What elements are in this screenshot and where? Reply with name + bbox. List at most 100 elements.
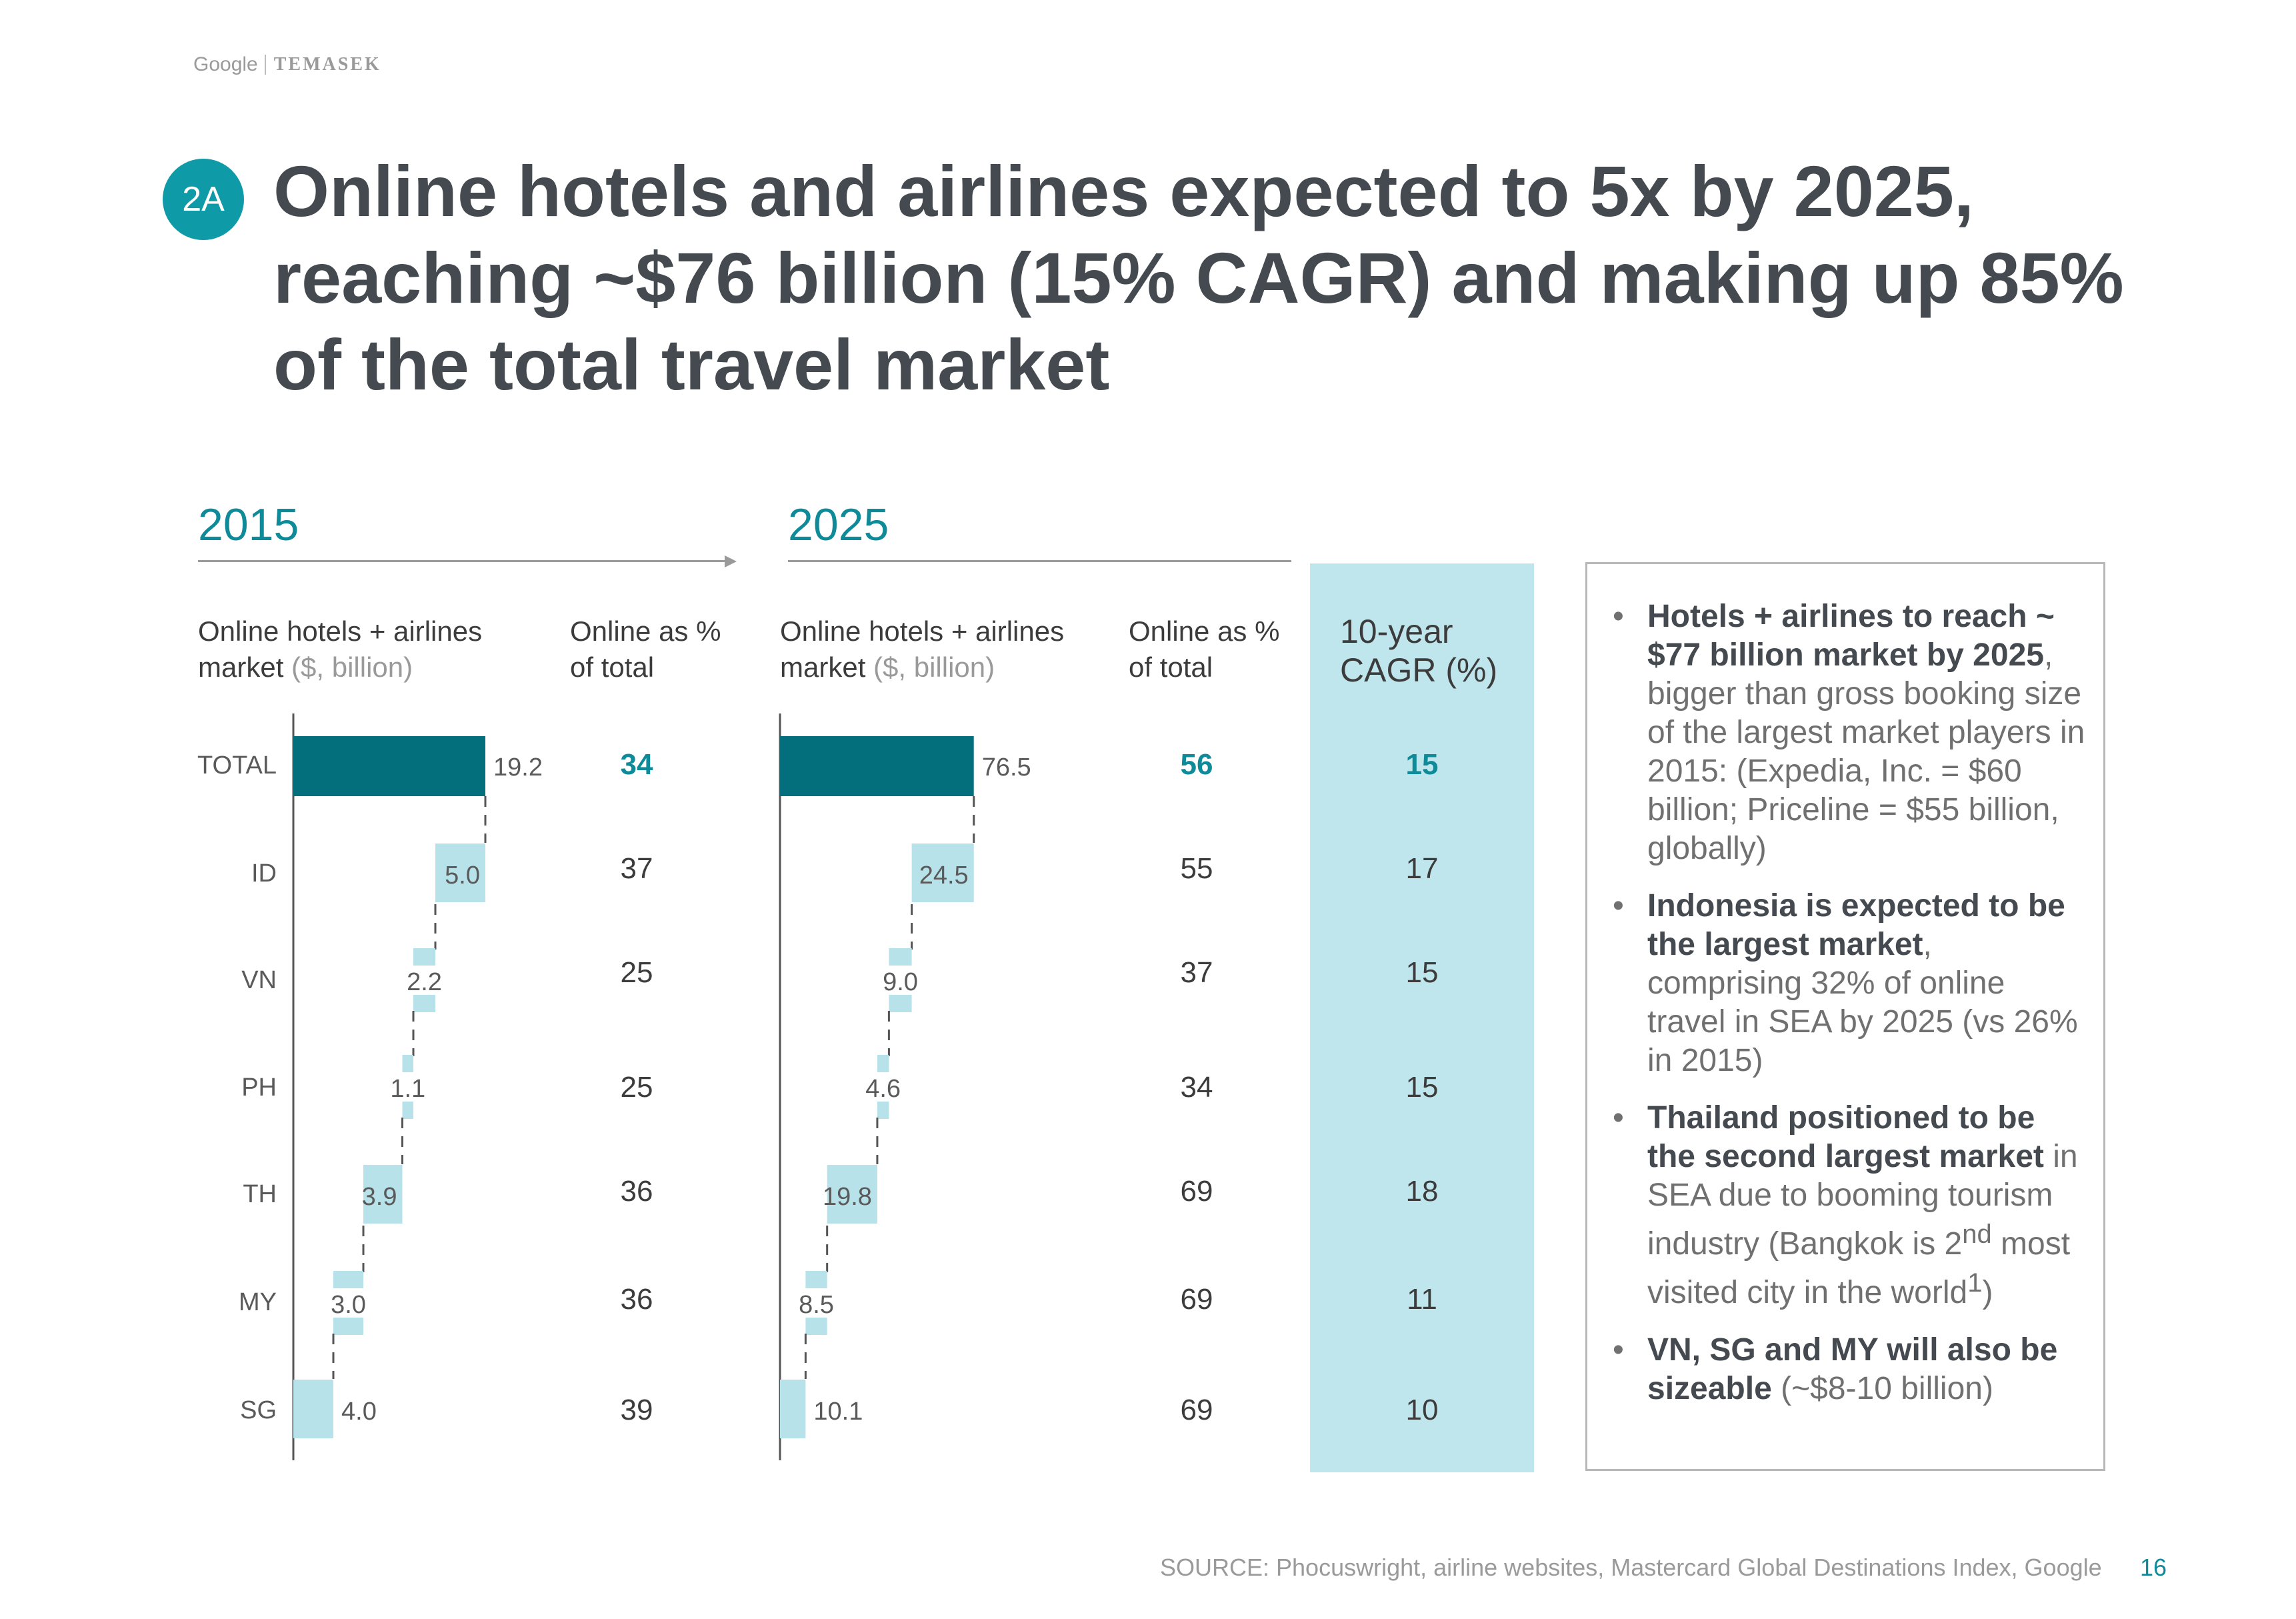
header-market-2015-word: market <box>198 651 292 683</box>
waterfall-bar-vn-upper <box>889 948 912 966</box>
takeaway-item: • VN, SG and MY will also be sizeable (~$… <box>1607 1331 2090 1408</box>
key-takeaways-box: • Hotels + airlines to reach ~ $77 billio… <box>1585 562 2105 1471</box>
header-cagr-line1: 10-year <box>1340 613 1453 650</box>
source-note: SOURCE: Phocuswright, airline websites, … <box>1160 1554 2102 1581</box>
data-label-my: 8.5 <box>799 1291 834 1319</box>
waterfall-bar-id <box>911 844 974 902</box>
cagr-sg: 10 <box>1405 1394 1439 1426</box>
bullet-icon: • <box>1613 1100 1624 1136</box>
data-label-th: 3.9 <box>362 1183 397 1211</box>
header-online-2015-line2: of total <box>570 651 655 683</box>
online-pct-2025-total: 56 <box>1180 748 1213 781</box>
waterfall-chart-2015: 19.2 5.0 2.2 1.1 3.9 3.0 4.0 <box>292 713 543 1460</box>
cagr-th: 18 <box>1405 1175 1439 1208</box>
waterfall-bar-vn-lower <box>889 995 912 1012</box>
waterfall-bar-vn-upper <box>413 948 435 966</box>
row-label-my: MY <box>239 1288 277 1316</box>
row-label-id: ID <box>251 860 277 888</box>
logo-google: Google <box>193 53 258 75</box>
header-market-2025-unit: ($, billion) <box>873 651 995 683</box>
data-label-sg: 10.1 <box>813 1398 863 1426</box>
header-cagr: 10-year CAGR (%) <box>1340 612 1497 689</box>
header-market-2015-line1: Online hotels + airlines <box>198 615 483 647</box>
page-title: Online hotels and airlines expected to 5… <box>273 148 2207 408</box>
data-label-id: 24.5 <box>919 862 969 890</box>
year-2015-heading: 2015 <box>198 499 299 550</box>
online-pct-2015-id: 37 <box>620 852 653 885</box>
cagr-id: 17 <box>1405 852 1439 885</box>
year-2025-rule <box>788 560 1291 562</box>
online-pct-2025-ph: 34 <box>1180 1071 1213 1104</box>
row-label-vn: VN <box>241 966 277 994</box>
waterfall-bar-ph-lower <box>402 1102 413 1119</box>
takeaway-bold: Hotels + airlines to reach ~ $77 billion… <box>1647 599 2055 673</box>
header-market-2015-line2: market ($, billion) <box>198 649 482 685</box>
data-label-my: 3.0 <box>331 1291 366 1319</box>
page-number: 16 <box>2140 1554 2167 1581</box>
title-line-2: reaching ~$76 billion (15% CAGR) and mak… <box>273 237 2124 318</box>
title-line-3: of the total travel market <box>273 324 1110 405</box>
waterfall-bar-my-upper <box>805 1271 827 1288</box>
header-market-2015: Online hotels + airlines market ($, bill… <box>198 613 482 685</box>
year-2015-rule <box>198 560 731 562</box>
header-market-2025-line2: market ($, billion) <box>780 649 1064 685</box>
logo-divider <box>264 55 266 75</box>
takeaway-bold: Indonesia is expected to be the largest … <box>1647 888 2065 962</box>
takeaway-item: • Thailand positioned to be the second la… <box>1607 1099 2090 1312</box>
header-online-2025-line1: Online as % <box>1129 615 1280 647</box>
waterfall-bar-total <box>780 736 974 796</box>
waterfall-bar-id <box>435 844 485 902</box>
header-online-2015-line1: Online as % <box>570 615 721 647</box>
data-label-total: 19.2 <box>493 753 543 781</box>
cagr-total: 15 <box>1405 748 1439 781</box>
waterfall-chart-2025: 76.5 24.5 9.0 4.6 19.8 8.5 10.1 <box>779 713 1031 1460</box>
data-label-vn: 9.0 <box>883 968 918 996</box>
data-label-ph: 4.6 <box>865 1075 901 1103</box>
data-label-sg: 4.0 <box>341 1398 377 1426</box>
online-pct-2025-th: 69 <box>1180 1175 1213 1208</box>
takeaway-item: • Hotels + airlines to reach ~ $77 billio… <box>1607 597 2090 868</box>
header-market-2015-unit: ($, billion) <box>291 651 413 683</box>
waterfall-bar-my-lower <box>805 1318 827 1335</box>
online-pct-2015-ph: 25 <box>620 1071 653 1104</box>
takeaway-text: , comprising 32% of online travel in SEA… <box>1647 927 2078 1078</box>
cagr-ph: 15 <box>1405 1071 1439 1104</box>
waterfall-bar-my-lower <box>333 1318 363 1335</box>
data-label-th: 19.8 <box>823 1183 872 1211</box>
logo-temasek: TEMASEK <box>273 54 381 75</box>
takeaway-text: ) <box>1982 1275 1993 1310</box>
online-pct-2015-my: 36 <box>620 1283 653 1316</box>
header-market-2025-word: market <box>780 651 874 683</box>
takeaway-text: most visited city in the world <box>1647 1226 2071 1310</box>
row-label-ph: PH <box>241 1074 277 1102</box>
online-pct-2025-sg: 69 <box>1180 1394 1213 1426</box>
online-pct-2015-vn: 25 <box>620 956 653 989</box>
online-pct-2025-vn: 37 <box>1180 956 1213 989</box>
section-badge: 2A <box>163 159 244 240</box>
takeaway-bold: VN, SG and MY will also be sizeable <box>1647 1332 2058 1406</box>
waterfall-bar-vn-lower <box>413 995 435 1012</box>
bullet-icon: • <box>1613 888 1624 924</box>
waterfall-bar-sg <box>780 1380 806 1438</box>
cagr-band <box>1310 563 1534 1472</box>
data-label-total: 76.5 <box>982 753 1031 781</box>
waterfall-bar-my-upper <box>333 1271 363 1288</box>
online-pct-2025-id: 55 <box>1180 852 1213 885</box>
waterfall-bar-ph-lower <box>877 1102 889 1119</box>
header-market-2025-line1: Online hotels + airlines <box>780 615 1065 647</box>
row-label-sg: SG <box>240 1396 277 1424</box>
waterfall-bar-ph-upper <box>402 1055 413 1072</box>
data-label-id: 5.0 <box>445 862 480 890</box>
header-online-2025: Online as % of total <box>1129 613 1279 685</box>
waterfall-bar-total <box>293 736 485 796</box>
data-label-vn: 2.2 <box>407 968 442 996</box>
cagr-vn: 15 <box>1405 956 1439 989</box>
year-2025-heading: 2025 <box>788 499 889 550</box>
takeaway-superscript: nd <box>1962 1220 1992 1249</box>
takeaway-bold: Thailand positioned to be the second lar… <box>1647 1100 2044 1174</box>
title-line-1: Online hotels and airlines expected to 5… <box>273 151 1974 231</box>
online-pct-2015-total: 34 <box>620 748 653 781</box>
header-market-2025: Online hotels + airlines market ($, bill… <box>780 613 1064 685</box>
online-pct-2015-sg: 39 <box>620 1394 653 1426</box>
online-pct-2025-my: 69 <box>1180 1283 1213 1316</box>
